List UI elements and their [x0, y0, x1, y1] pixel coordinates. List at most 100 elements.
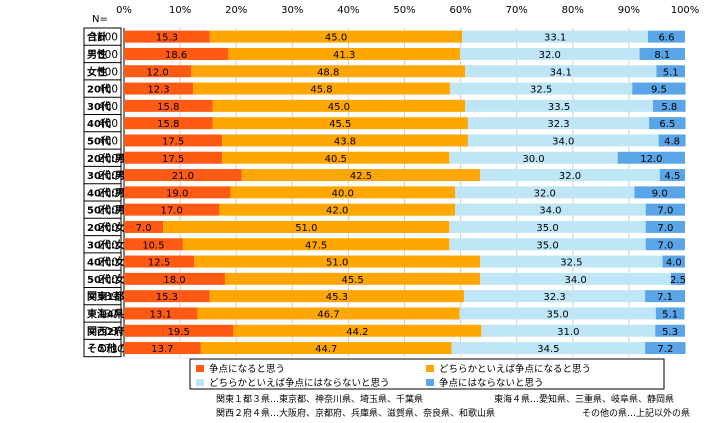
data-label: 21.0	[172, 171, 194, 182]
data-label: 35.0	[547, 309, 569, 320]
data-label: 45.5	[329, 119, 351, 130]
bar-segment-2	[230, 186, 455, 199]
bar-segment-4	[645, 290, 685, 303]
data-label: 32.3	[543, 292, 565, 303]
data-label: 44.2	[346, 327, 368, 338]
bar-segment-1	[124, 65, 192, 78]
bar-segment-4	[647, 30, 685, 43]
legend-label: 争点になると思う	[209, 363, 285, 375]
data-label: 7.0	[136, 223, 152, 234]
data-label: 6.6	[659, 33, 675, 44]
bar-segment-3	[480, 272, 671, 285]
data-label: 9.5	[651, 85, 667, 96]
bar-segment-1	[124, 186, 231, 199]
data-label: 4.8	[664, 136, 680, 147]
legend-swatch	[196, 379, 204, 386]
bar-segment-1	[124, 324, 234, 337]
n-value: 571	[98, 343, 118, 355]
category-label: 40代	[87, 117, 111, 130]
bar-segment-2	[194, 255, 481, 268]
data-label: 40.5	[325, 154, 347, 165]
n-value: 200	[98, 239, 118, 251]
category-table-frame	[83, 27, 122, 358]
bar-segment-4	[655, 324, 685, 337]
bar-segment-2	[241, 169, 481, 182]
data-label: 4.5	[664, 171, 680, 182]
n-value: 200	[98, 153, 118, 165]
data-label: 44.7	[315, 344, 337, 355]
data-label: 41.3	[333, 50, 355, 61]
data-label: 46.7	[317, 309, 339, 320]
bar-segment-2	[222, 134, 468, 147]
bar-segment-3	[480, 169, 660, 182]
bar-segment-2	[222, 151, 450, 164]
data-label: 32.0	[559, 171, 581, 182]
bar-segment-1	[124, 342, 201, 355]
bar-segment-1	[124, 117, 213, 130]
data-label: 32.0	[534, 188, 556, 199]
data-label: 13.1	[150, 309, 172, 320]
data-label: 17.0	[161, 206, 183, 217]
bar-segment-2	[193, 82, 450, 95]
data-label: 12.0	[147, 67, 169, 78]
data-label: 45.3	[326, 292, 348, 303]
bar-segment-2	[191, 65, 466, 78]
data-label: 45.0	[325, 33, 347, 44]
bar-segment-1	[124, 30, 210, 43]
bar-segment-4	[634, 186, 685, 199]
data-label: 17.5	[162, 154, 184, 165]
bar-segment-4	[670, 272, 685, 285]
x-tick-label: 40%	[337, 5, 359, 16]
n-value: 200	[98, 187, 118, 199]
data-label: 4.0	[666, 258, 682, 269]
bar-segment-3	[454, 186, 635, 199]
data-label: 51.0	[326, 258, 348, 269]
category-label: 東海4県	[87, 307, 124, 320]
bar-segment-3	[467, 134, 659, 147]
x-tick-label: 0%	[116, 5, 132, 16]
note-kansai: 関西２府４県…大阪府、京都府、兵庫県、滋賀県、奈良県、和歌山県	[216, 409, 496, 419]
bar-segment-4	[617, 151, 685, 164]
bar-segment-2	[209, 290, 464, 303]
bar-segment-1	[124, 220, 164, 233]
data-label: 7.1	[657, 292, 673, 303]
bar-segment-1	[124, 203, 220, 216]
data-label: 12.0	[640, 154, 662, 165]
bar-segment-3	[467, 117, 650, 130]
bar-segment-3	[481, 324, 656, 337]
data-label: 13.7	[151, 344, 173, 355]
data-label: 7.0	[657, 240, 673, 251]
n-value: 400	[98, 118, 118, 130]
bar-segment-1	[124, 99, 213, 112]
data-label: 17.5	[162, 136, 184, 147]
data-label: 32.5	[530, 85, 552, 96]
bar-segment-2	[163, 220, 450, 233]
bar-segment-3	[459, 307, 656, 320]
category-label: 50代:男性	[87, 204, 135, 217]
data-label: 34.0	[564, 275, 586, 286]
bar-segment-1	[124, 307, 198, 320]
bar-segment-4	[645, 238, 685, 251]
bar-segment-1	[124, 238, 183, 251]
bar-segment-4	[658, 134, 686, 147]
data-label: 12.3	[147, 85, 169, 96]
n-value: 1600	[91, 32, 118, 44]
data-label: 45.5	[341, 275, 363, 286]
data-label: 9.0	[652, 188, 668, 199]
bar-segment-2	[209, 30, 463, 43]
data-label: 32.0	[539, 50, 561, 61]
bar-segment-4	[645, 203, 685, 216]
n-value: 303	[98, 326, 118, 338]
bar-segment-3	[463, 290, 646, 303]
bar-segment-3	[454, 203, 646, 216]
bar-segment-4	[645, 342, 686, 355]
data-label: 33.1	[544, 33, 566, 44]
x-tick-label: 80%	[562, 5, 584, 16]
x-tick-label: 60%	[449, 5, 471, 16]
x-tick-label: 10%	[169, 5, 191, 16]
x-tick-label: 30%	[281, 5, 303, 16]
note-tokai: 東海４県…愛知県、三重県、岐阜県、静岡県	[494, 395, 675, 405]
legend-label: どちらかといえば争点になると思う	[439, 363, 591, 375]
data-label: 32.5	[560, 258, 582, 269]
